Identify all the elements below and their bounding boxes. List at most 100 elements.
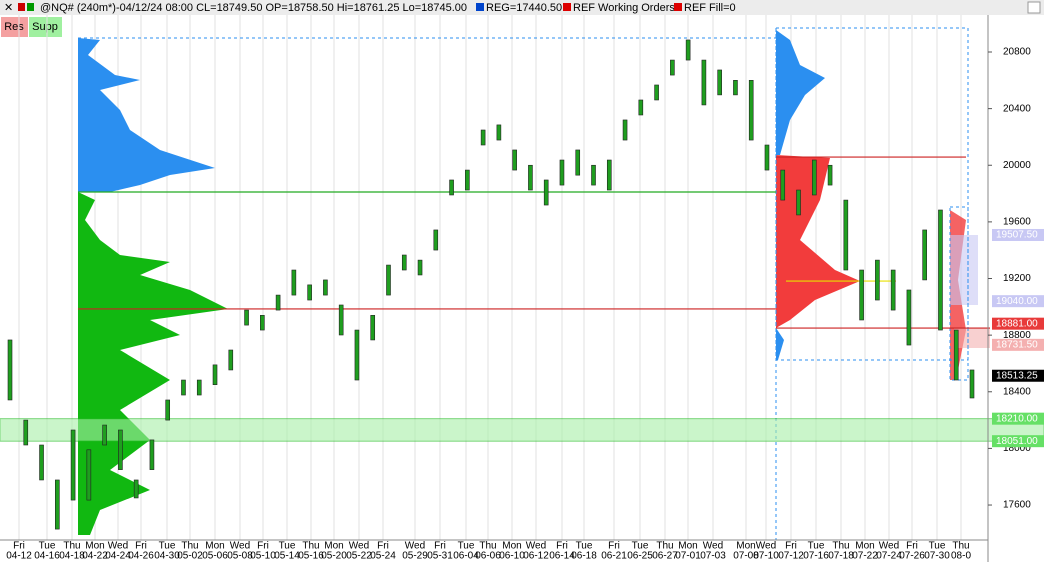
price-bar [796,189,801,216]
reg-info: REG=17440.50 [486,2,562,14]
price-bar [969,369,975,399]
x-date-label: 05-16 [298,551,324,562]
x-day-label: Mon [502,541,521,552]
price-label: 19507.50 [996,230,1038,241]
price-bar [102,424,107,446]
x-date-label: 07-12 [778,551,804,562]
price-bar [465,169,470,191]
x-day-label: Tue [159,541,176,552]
window-button[interactable] [1027,1,1041,14]
price-bar [165,399,171,421]
x-date-label: 07-03 [700,551,726,562]
x-day-label: Fri [13,541,25,552]
price-bar [55,479,60,530]
x-date-label: 06-14 [549,551,575,562]
price-label-box [992,369,1044,382]
y-tick-label: 19200 [1003,273,1031,284]
legend-swatch [476,3,484,11]
x-day-label: Fri [906,541,918,552]
x-day-label: Tue [808,541,825,552]
price-bar [433,229,439,251]
supp-button-label[interactable]: Supp [32,21,58,33]
price-bar [953,329,959,381]
x-date-label: 07-08 [733,551,759,562]
price-bar [685,39,691,61]
res-button-label[interactable]: Res [4,21,24,33]
y-tick-label: 18400 [1003,386,1031,397]
symbol-info: @NQ# (240m*)-04/12/24 08:00 CL=18749.50 … [40,2,467,14]
price-bar [480,129,486,146]
price-label-box [992,435,1044,448]
x-date-label: 07-01 [675,551,701,562]
x-date-label: 07-26 [899,551,925,562]
x-date-label: 04-24 [105,551,131,562]
price-bar [528,164,533,191]
x-day-label: Wed [526,541,546,552]
price-bar [401,254,407,271]
volume-profile [78,38,215,192]
x-day-label: Wed [405,541,425,552]
x-day-label: Fri [434,541,446,552]
x-date-label: 06-25 [627,551,653,562]
price-bar [70,429,76,501]
supp-button[interactable] [29,17,62,37]
price-bar [149,439,155,470]
legend-swatch [563,3,571,11]
price-bar [748,80,754,141]
price-label-box [992,338,1044,351]
price-bar [496,124,502,141]
icon[interactable] [18,3,25,11]
price-bar [591,164,596,186]
x-date-label: 05-22 [346,551,372,562]
x-day-label: Tue [458,541,475,552]
price-bar [386,264,391,296]
x-day-label: Fri [377,541,389,552]
profile-box [775,27,969,361]
x-date-label: 07-22 [852,551,878,562]
x-day-label: Tue [632,541,649,552]
icon[interactable] [27,3,34,11]
bars [7,39,975,530]
x-date-label: 05-10 [250,551,276,562]
volume-profile [776,328,784,360]
price-bar [622,119,628,141]
price-bar [764,144,770,171]
legend-swatch [674,3,682,11]
res-button[interactable] [1,17,28,37]
x-day-label: Wed [703,541,723,552]
x-day-label: Wed [756,541,776,552]
price-bar [938,209,943,331]
close-icon[interactable]: ✕ [4,2,13,14]
x-day-label: Fri [556,541,568,552]
shaded-box [954,328,990,348]
x-day-label: Mon [205,541,224,552]
x-day-label: Tue [576,541,593,552]
y-tick-label: 19600 [1003,217,1031,228]
volume-profile [776,30,825,155]
price-bar [23,419,29,446]
y-tick-label: 18000 [1003,443,1031,454]
y-tick-label: 18800 [1003,330,1031,341]
price-bar [133,479,139,499]
y-tick-label: 20400 [1003,103,1031,114]
price-bar [228,349,234,371]
price-label: 18731.50 [996,339,1038,350]
x-day-label: Thu [656,541,673,552]
x-date-label: 04-22 [82,551,108,562]
price-label: 18881.00 [996,318,1038,329]
x-day-label: Thu [302,541,319,552]
axes: Fri Tue Thu Mon Wed Fri Tue Thu Mon Wed Fri Tue Thu M… [6,47,1044,562]
price-bar [811,159,817,196]
x-day-label: Thu [63,541,80,552]
price-bar [922,229,927,281]
x-date-label: 07-24 [876,551,902,562]
x-day-label: Fri [135,541,147,552]
price-bar [543,179,549,206]
price-bar [323,279,328,296]
price-bar [260,315,265,331]
x-date-label: 07-10 [753,551,779,562]
price-bar [906,289,912,346]
y-tick-label: 20000 [1003,160,1031,171]
x-date-label: 04-26 [128,551,154,562]
x-day-label: Mon [678,541,697,552]
